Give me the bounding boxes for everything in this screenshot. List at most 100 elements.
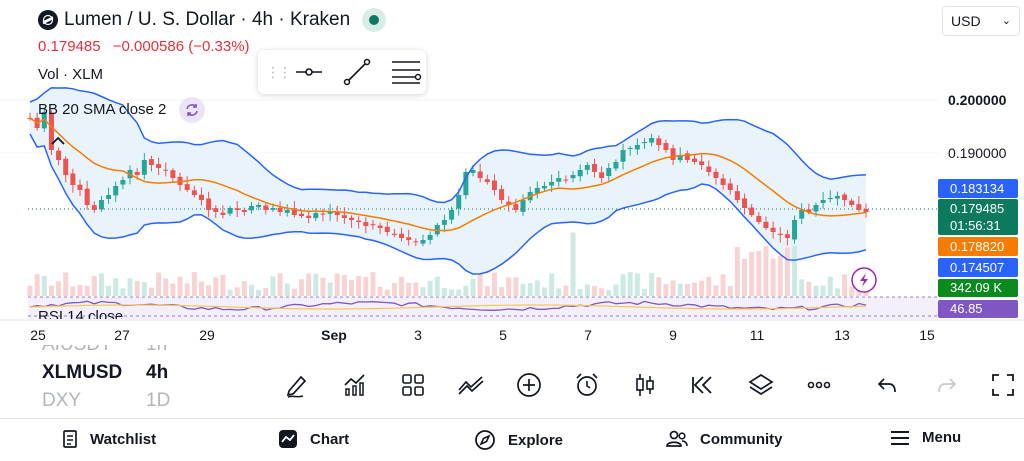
last-price-tag-value: 0.179485 — [950, 201, 1005, 216]
refresh-icon[interactable] — [178, 97, 205, 123]
add-icon[interactable] — [512, 368, 546, 402]
volume-bar — [291, 288, 297, 296]
x-axis-label: 25 — [30, 327, 46, 343]
symbol-picker[interactable]: AIUSDT XLMUSD DXY — [42, 345, 126, 417]
collapse-chevron-icon[interactable] — [46, 134, 70, 156]
drag-handle-icon[interactable]: ⋮⋮ — [266, 63, 292, 80]
fullscreen-icon[interactable] — [986, 368, 1020, 402]
volume-bar — [70, 286, 76, 296]
volume-bar — [77, 284, 83, 296]
nav-community-label: Community — [700, 430, 783, 448]
symbol-header[interactable]: Lumen / U. S. Dollar · 4h · Kraken — [38, 8, 387, 32]
symbol-current[interactable]: XLMUSD — [42, 362, 123, 383]
symbol-prev[interactable]: AIUSDT — [42, 345, 126, 359]
volume-bar — [391, 282, 397, 296]
interval-picker[interactable]: 1h 4h 1D — [146, 345, 186, 417]
compare-icon[interactable] — [454, 368, 488, 402]
volume-bar — [720, 274, 726, 296]
currency-select[interactable]: USD ⌄ — [942, 6, 1020, 36]
candle — [356, 220, 362, 222]
volume-bar — [177, 276, 183, 296]
bb-indicator-text: BB 20 SMA close 2 — [38, 100, 167, 118]
candle — [656, 138, 662, 145]
candle — [63, 158, 69, 175]
x-axis-label: 13 — [834, 327, 850, 343]
volume-bar — [277, 273, 283, 296]
candle — [613, 162, 619, 169]
candle — [163, 169, 169, 171]
candle — [456, 195, 462, 209]
candle — [91, 205, 97, 210]
volume-bar — [499, 287, 505, 296]
candle — [813, 205, 819, 212]
nav-menu[interactable]: Menu — [890, 429, 961, 446]
symbol-title[interactable]: Lumen / U. S. Dollar · 4h · Kraken — [64, 9, 351, 30]
candle — [256, 205, 262, 208]
nav-chart[interactable]: Chart — [278, 429, 349, 449]
nav-watchlist[interactable]: Watchlist — [62, 429, 156, 449]
indicators-icon[interactable] — [338, 368, 372, 402]
volume-bar — [434, 276, 440, 296]
candle — [277, 207, 283, 212]
candle — [506, 201, 512, 205]
pencil-icon[interactable] — [280, 368, 314, 402]
replay-icon[interactable] — [686, 368, 720, 402]
price-chart[interactable] — [0, 0, 1024, 345]
volume-bar — [491, 272, 497, 296]
more-icon[interactable] — [802, 368, 836, 402]
candle — [549, 182, 555, 186]
candle — [706, 166, 712, 172]
x-axis-label: 27 — [114, 327, 130, 343]
line-settings-icon[interactable] — [390, 58, 422, 86]
y-axis-label: 0.190000 — [948, 145, 1007, 161]
rsi-indicator-text: RSI 14 close — [38, 308, 124, 319]
bottom-navigation: Watchlist Chart Explore Community Menu — [0, 418, 1024, 461]
candle — [427, 235, 433, 240]
interval-next[interactable]: 1D — [146, 390, 171, 411]
volume-bar — [156, 272, 162, 296]
candle — [606, 168, 612, 177]
trend-line-icon[interactable] — [342, 57, 372, 87]
candle — [406, 237, 412, 240]
nav-community[interactable]: Community — [666, 429, 783, 449]
community-icon — [666, 430, 688, 447]
undo-icon[interactable] — [870, 368, 904, 402]
volume-bar — [827, 276, 833, 296]
horizontal-ray-icon[interactable] — [294, 62, 324, 82]
volume-indicator-label[interactable]: Vol · XLM — [38, 66, 104, 83]
lightning-icon[interactable] — [851, 267, 877, 293]
volume-bar — [27, 285, 33, 296]
volume-bar — [477, 272, 483, 296]
nav-explore[interactable]: Explore — [474, 429, 563, 451]
layers-icon[interactable] — [744, 368, 778, 402]
volume-bar — [120, 288, 126, 296]
grid-layout-icon[interactable] — [396, 368, 430, 402]
candle — [784, 234, 790, 238]
x-axis-label: Sep — [321, 327, 347, 343]
compass-icon — [475, 430, 495, 450]
volume-bar — [241, 281, 247, 296]
bb-indicator-label[interactable]: BB 20 SMA close 2 — [38, 97, 205, 123]
alert-clock-icon[interactable] — [570, 368, 604, 402]
rsi-tag: 46.85 — [938, 300, 1018, 318]
candle — [441, 220, 447, 225]
volume-bar — [634, 273, 640, 296]
volume-bar — [506, 277, 512, 296]
candle — [170, 170, 176, 178]
volume-bar — [56, 281, 62, 296]
last-price: 0.179485 — [38, 38, 101, 55]
rsi-indicator-label[interactable]: RSI 14 close — [38, 307, 123, 319]
volume-bar — [341, 275, 347, 296]
volume-bar — [677, 283, 683, 296]
candle-type-icon[interactable] — [628, 368, 662, 402]
interval-prev[interactable]: 1h — [146, 345, 186, 359]
candle — [120, 180, 126, 185]
watchlist-icon — [63, 430, 77, 448]
symbol-next[interactable]: DXY — [42, 390, 82, 411]
candle — [213, 208, 219, 212]
volume-bar — [770, 258, 776, 296]
candle — [306, 215, 312, 218]
candle — [413, 241, 419, 243]
interval-current[interactable]: 4h — [146, 362, 169, 383]
volume-bar — [813, 285, 819, 296]
